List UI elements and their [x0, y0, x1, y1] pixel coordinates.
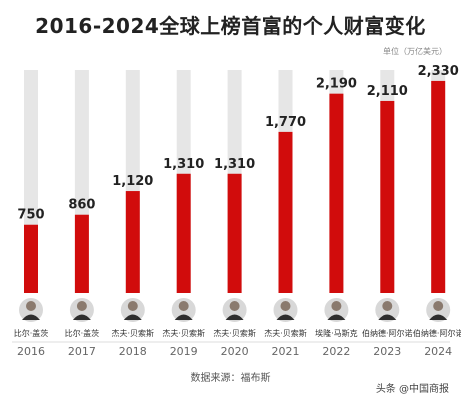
person-name: 伯纳德·阿尔诺: [362, 328, 413, 338]
value-label: 2,330: [418, 64, 459, 79]
person-name: 比尔·盖茨: [65, 328, 100, 338]
year-label: 2018: [119, 345, 147, 358]
year-label: 2022: [322, 345, 350, 358]
data-source-note: 数据来源：福布斯: [190, 373, 271, 384]
person-avatar: [69, 298, 94, 322]
person-name: 杰夫·贝索斯: [112, 328, 155, 338]
person-name: 比尔·盖茨: [14, 328, 49, 338]
bar: [74, 214, 89, 293]
person-name: 埃隆·马斯克: [315, 328, 358, 338]
year-label: 2017: [68, 345, 96, 358]
bar: [431, 80, 446, 293]
watermark: 头条 @中国商报: [375, 384, 449, 395]
value-label: 1,310: [214, 157, 255, 172]
person-avatar: [120, 298, 145, 322]
year-label: 2020: [221, 345, 249, 358]
bar: [24, 224, 38, 293]
person-avatar: [273, 298, 298, 322]
bar: [380, 100, 395, 294]
value-label: 1,310: [163, 157, 204, 172]
value-label: 2,190: [316, 77, 357, 92]
bar: [278, 131, 293, 293]
person-avatar: [171, 298, 196, 322]
person-avatar: [375, 298, 400, 322]
person-avatar: [324, 298, 349, 322]
year-label: 2016: [17, 345, 45, 358]
person-avatar: [19, 298, 43, 322]
bar: [227, 173, 242, 293]
year-label: 2019: [170, 345, 198, 358]
bar: [176, 173, 191, 293]
person-name: 杰夫·贝索斯: [264, 328, 307, 338]
unit-label: 单位（万亿美元）: [383, 47, 447, 56]
person-name: 伯纳德·阿尔诺: [413, 328, 461, 338]
year-label: 2024: [424, 345, 452, 358]
chart-title: 2016-2024全球上榜首富的个人财富变化: [35, 14, 426, 38]
bar: [125, 191, 140, 293]
person-name: 杰夫·贝索斯: [213, 328, 256, 338]
person-name: 杰夫·贝索斯: [162, 328, 205, 338]
value-label: 1,120: [112, 174, 153, 189]
year-label: 2021: [272, 345, 300, 358]
bar: [329, 93, 344, 293]
value-label: 750: [17, 208, 44, 223]
person-avatar: [222, 298, 247, 322]
value-label: 2,110: [367, 84, 408, 99]
value-label: 860: [68, 198, 95, 213]
year-label: 2023: [373, 345, 401, 358]
person-avatar: [426, 298, 451, 322]
value-label: 1,770: [265, 115, 306, 130]
